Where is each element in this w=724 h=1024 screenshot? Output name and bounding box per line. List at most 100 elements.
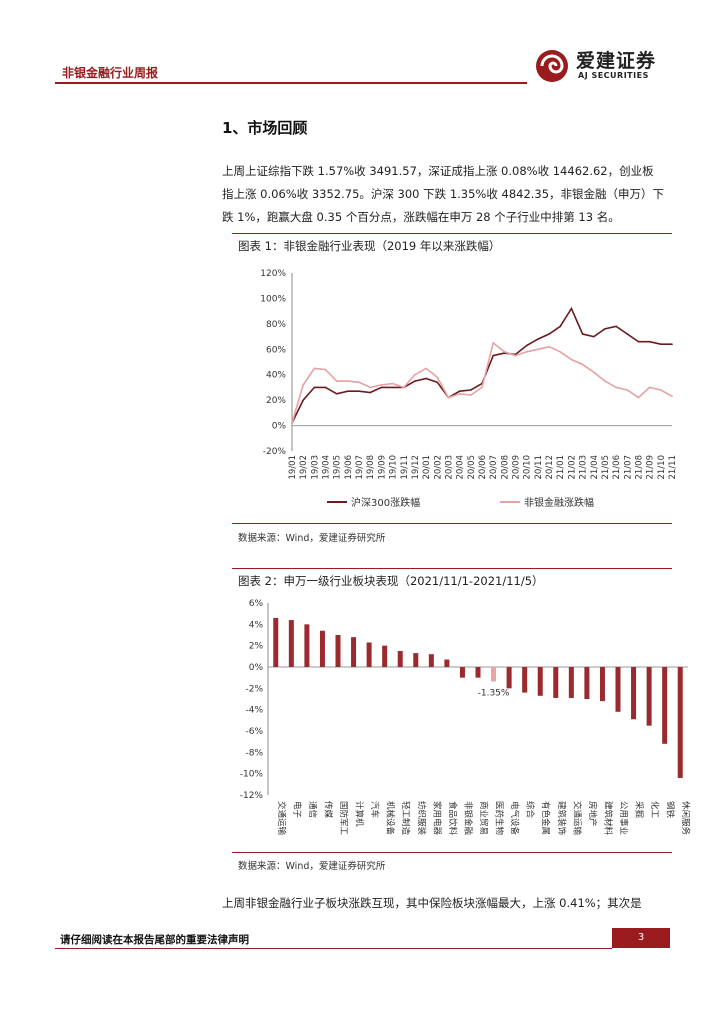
x-tick-label: 交通运输	[571, 801, 582, 836]
bar	[397, 651, 403, 667]
data-point	[481, 386, 483, 389]
x-tick-label: 21/01	[556, 455, 566, 480]
logo-mark-icon	[536, 50, 568, 82]
page-number: 3	[612, 928, 670, 948]
x-tick-label: 21/02	[567, 455, 577, 480]
x-tick-label: 19/03	[310, 455, 320, 480]
bar	[459, 667, 465, 678]
data-point	[592, 371, 595, 373]
header-rule	[55, 82, 527, 84]
data-point	[414, 373, 416, 376]
x-tick-label: 建筑装饰	[556, 801, 567, 836]
x-tick-label: 20/01	[422, 455, 432, 480]
data-point	[470, 394, 472, 396]
x-tick-label: 非银金融	[462, 801, 473, 836]
legal-disclaimer: 请仔细阅读在本报告尾部的重要法律声明	[60, 934, 249, 946]
y-tick-label: -6%	[245, 727, 263, 737]
x-tick-label: 房地产	[587, 801, 598, 827]
y-tick-label: 0%	[249, 663, 264, 673]
data-point	[581, 363, 584, 366]
paragraph-line: 上周上证综指下跌 1.57%收 3491.57，深证成指上涨 0.08%收 14…	[222, 164, 654, 178]
data-point	[637, 340, 640, 343]
x-tick-label: 20/09	[512, 455, 522, 480]
subsector-paragraph: 上周非银金融行业子板块涨跌互现，其中保险板块涨幅最大，上涨 0.41%；其次是	[222, 892, 674, 915]
data-point	[514, 354, 517, 357]
data-point	[324, 386, 327, 389]
x-tick-label: 19/04	[322, 455, 332, 480]
y-tick-label: 40%	[266, 371, 286, 381]
data-point	[626, 333, 629, 335]
data-point	[347, 390, 349, 393]
x-tick-label: 19/08	[366, 455, 376, 480]
data-point	[436, 381, 439, 384]
bar	[553, 667, 559, 698]
x-tick-label: 综合	[525, 801, 536, 819]
bar	[304, 624, 310, 667]
bar	[273, 617, 279, 667]
data-point	[581, 333, 584, 335]
x-tick-label: 19/01	[288, 455, 298, 480]
bar	[677, 667, 683, 778]
data-point	[570, 307, 573, 310]
data-point	[324, 368, 327, 371]
x-tick-label: 食品饮料	[447, 801, 458, 836]
figure1-title: 图表 1：非银金融行业表现（2019 年以来涨跌幅）	[238, 239, 501, 253]
y-tick-label: 4%	[249, 620, 264, 630]
x-tick-label: 21/09	[646, 455, 656, 480]
x-tick-label: 传媒	[322, 801, 333, 819]
data-label: -1.35%	[478, 688, 510, 698]
company-logo: 爱建证券 AJ SECURITIES	[532, 44, 682, 84]
bar	[428, 654, 434, 667]
data-point	[525, 351, 528, 353]
data-point	[671, 343, 673, 345]
data-point	[470, 389, 472, 391]
figure2-bottom-rule	[232, 852, 672, 853]
data-point	[358, 381, 360, 384]
data-point	[548, 333, 550, 335]
x-tick-label: 商业贸易	[478, 801, 489, 835]
data-point	[537, 338, 539, 340]
x-tick-label: 20/12	[545, 455, 555, 480]
x-tick-label: 休闲服务	[680, 801, 691, 836]
y-tick-label: 60%	[266, 345, 286, 355]
paragraph-line: 指上涨 0.06%收 3352.75。沪深 300 下跌 1.35%收 4842…	[222, 187, 665, 201]
bar	[631, 667, 637, 720]
bar	[413, 653, 419, 667]
x-tick-label: 20/10	[523, 455, 533, 480]
y-tick-label: -10%	[240, 770, 264, 780]
data-point	[402, 386, 405, 389]
bar	[288, 620, 294, 667]
y-tick-label: 80%	[266, 320, 286, 330]
bar	[599, 667, 605, 702]
x-tick-label: 国防军工	[338, 801, 349, 836]
y-tick-label: -8%	[245, 748, 263, 758]
figure2-title: 图表 2：申万一级行业板块表现（2021/11/1-2021/11/5）	[238, 574, 544, 588]
bar	[584, 667, 590, 699]
bar	[646, 667, 652, 726]
data-point	[458, 392, 461, 395]
paragraph-line: 跌 1%，跑赢大盘 0.35 个百分点，涨跌幅在申万 28 个子行业中排第 13…	[222, 210, 620, 224]
x-tick-label: 通信	[307, 801, 318, 819]
data-point	[537, 348, 539, 351]
x-tick-label: 20/05	[467, 455, 477, 480]
x-tick-label: 20/07	[489, 455, 499, 480]
y-tick-label: 0%	[272, 422, 287, 432]
bar	[444, 659, 450, 667]
data-point	[291, 422, 293, 424]
x-tick-label: 公用事业	[618, 801, 629, 835]
legend-label: 沪深300涨跌幅	[351, 496, 420, 509]
y-tick-label: -12%	[240, 791, 264, 801]
figure1-top-rule	[232, 233, 672, 234]
x-tick-label: 计算机	[354, 801, 365, 827]
data-point	[335, 380, 338, 382]
data-point	[648, 386, 651, 389]
y-tick-label: 6%	[249, 599, 264, 609]
x-tick-label: 19/10	[389, 455, 399, 480]
bar	[319, 630, 325, 667]
data-point	[570, 358, 573, 361]
y-tick-label: 20%	[266, 396, 286, 406]
data-point	[492, 354, 494, 357]
y-tick-label: -20%	[263, 447, 287, 457]
x-tick-label: 20/08	[500, 455, 510, 480]
footer-rule	[55, 948, 612, 949]
